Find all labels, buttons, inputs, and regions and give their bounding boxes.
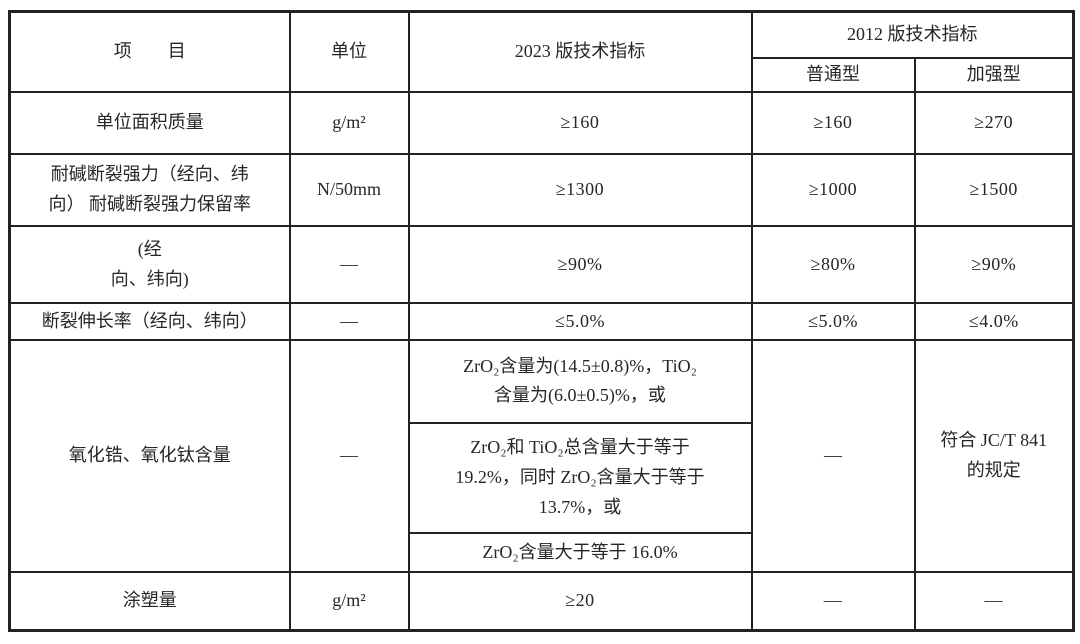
cell-reinforced-value: ≥1500 — [913, 152, 1075, 228]
cell-2023-value: ≥1300 — [407, 152, 753, 228]
header-ordinary-type: 普通型 — [750, 56, 916, 94]
header-2023-spec: 2023 版技术指标 — [407, 10, 753, 94]
row-strength-retention: (经 向、纬向) — ≥90% ≥80% ≥90% — [8, 225, 1075, 305]
header-item: 项 目 — [8, 10, 291, 94]
cell-2023-value: ≤5.0% — [407, 302, 753, 341]
cell-2023-option-1: ZrO₂含量为(14.5±0.8)%，TiO₂ 含量为(6.0±0.5)%，或 — [407, 338, 753, 424]
cell-item: 涂塑量 — [8, 571, 291, 632]
cell-unit: g/m² — [288, 571, 410, 632]
row-alkali-breaking-strength: 耐碱断裂强力（经向、纬 向） 耐碱断裂强力保留率 N/50mm ≥1300 ≥1… — [8, 152, 1075, 228]
header-reinforced-type: 加强型 — [913, 56, 1075, 94]
cell-ordinary-value: — — [750, 338, 916, 574]
cell-2023-value: ≥90% — [407, 225, 753, 305]
cell-reinforced-value: 符合 JC/T 841 的规定 — [913, 338, 1075, 574]
header-row-1: 项 目 单位 2023 版技术指标 2012 版技术指标 — [8, 10, 1075, 94]
cell-ordinary-value: — — [750, 571, 916, 632]
cell-2023-option-3: ZrO₂含量大于等于 16.0% — [407, 532, 753, 574]
cell-2023-value: ≥160 — [407, 91, 753, 155]
cell-unit: N/50mm — [288, 152, 410, 228]
cell-item: 单位面积质量 — [8, 91, 291, 155]
cell-unit: — — [288, 225, 410, 305]
cell-ordinary-value: ≤5.0% — [750, 302, 916, 341]
spec-table-container: 项 目 单位 2023 版技术指标 2012 版技术指标 普通型 加强型 单位面… — [8, 10, 1075, 632]
cell-reinforced-value: ≥90% — [913, 225, 1075, 305]
cell-reinforced-value: — — [913, 571, 1075, 632]
cell-item: 耐碱断裂强力（经向、纬 向） 耐碱断裂强力保留率 — [8, 152, 291, 228]
row-coating-amount: 涂塑量 g/m² ≥20 — — — [8, 571, 1075, 632]
row-elongation-at-break: 断裂伸长率（经向、纬向） — ≤5.0% ≤5.0% ≤4.0% — [8, 302, 1075, 341]
cell-ordinary-value: ≥160 — [750, 91, 916, 155]
cell-2023-value: ≥20 — [407, 571, 753, 632]
cell-ordinary-value: ≥80% — [750, 225, 916, 305]
cell-ordinary-value: ≥1000 — [750, 152, 916, 228]
row-oxide-content-option-2: ZrO₂和 TiO₂总含量大于等于 19.2%，同时 ZrO₂含量大于等于 13… — [10, 421, 1074, 535]
row-oxide-content-option-1: 氧化锆、氧化钛含量 — ZrO₂含量为(14.5±0.8)%，TiO₂ 含量为(… — [8, 338, 1075, 574]
cell-reinforced-value: ≥270 — [913, 91, 1075, 155]
cell-unit: — — [288, 302, 410, 341]
header-unit: 单位 — [288, 10, 410, 94]
cell-item: 断裂伸长率（经向、纬向） — [8, 302, 291, 341]
cell-item: 氧化锆、氧化钛含量 — [8, 338, 291, 574]
cell-2023-option-2: ZrO₂和 TiO₂总含量大于等于 19.2%，同时 ZrO₂含量大于等于 13… — [407, 421, 753, 535]
header-2012-spec: 2012 版技术指标 — [750, 10, 1075, 59]
cell-reinforced-value: ≤4.0% — [913, 302, 1075, 341]
technical-spec-table: 项 目 单位 2023 版技术指标 2012 版技术指标 普通型 加强型 单位面… — [8, 10, 1075, 632]
row-unit-area-mass: 单位面积质量 g/m² ≥160 ≥160 ≥270 — [8, 91, 1075, 155]
cell-unit: g/m² — [288, 91, 410, 155]
cell-item: (经 向、纬向) — [8, 225, 291, 305]
row-oxide-content-option-3: ZrO₂含量大于等于 16.0% — [10, 532, 1074, 574]
header-row-2: 普通型 加强型 — [10, 56, 1075, 94]
cell-unit: — — [288, 338, 410, 574]
